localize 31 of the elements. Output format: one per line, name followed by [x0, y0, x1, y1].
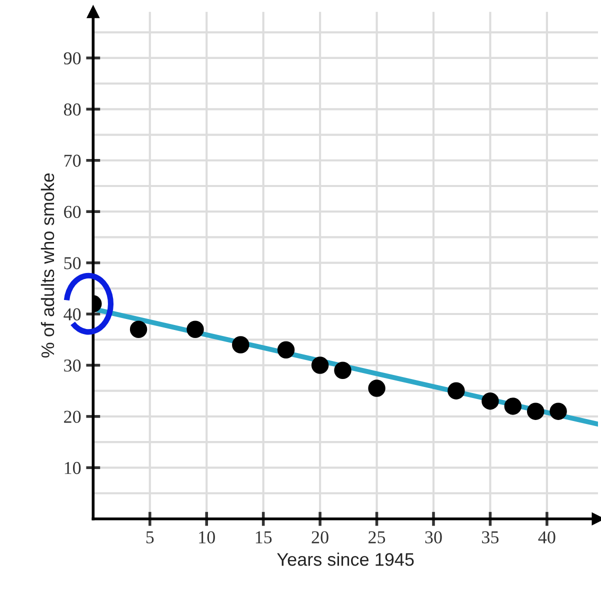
y-tick-label: 70	[64, 154, 81, 167]
point	[277, 341, 295, 358]
y-tick-label: 60	[64, 206, 81, 218]
x-tick-label: 15	[256, 531, 272, 544]
point	[186, 320, 204, 338]
y-tick-label: 30	[64, 359, 81, 372]
point	[368, 380, 386, 397]
x-tick-label: 25	[368, 531, 386, 544]
y-tick-label: 50	[64, 257, 81, 270]
x-axis-title: Years since 1945	[277, 552, 414, 566]
y-tick-label: 10	[64, 462, 81, 474]
x-tick-label: 20	[312, 531, 328, 544]
point	[482, 392, 499, 410]
point	[130, 320, 148, 338]
y-axis-title: % of adults who smoke	[40, 173, 54, 358]
point	[232, 336, 250, 354]
point	[504, 398, 522, 415]
x-tick-label: 35	[482, 531, 499, 544]
point	[334, 362, 352, 379]
point	[448, 382, 465, 400]
x-tick-label: 5	[146, 531, 154, 544]
point	[311, 356, 329, 374]
point	[526, 402, 544, 420]
y-tick-label: 80	[64, 103, 81, 116]
y-tick-label: 40	[64, 308, 81, 320]
x-tick-label: 30	[425, 531, 442, 544]
x-tick-label: 10	[199, 531, 215, 544]
y-tick-label: 20	[64, 410, 81, 423]
x-tick-label: 40	[538, 531, 556, 544]
point	[550, 402, 567, 420]
y-tick-label: 90	[64, 52, 81, 64]
